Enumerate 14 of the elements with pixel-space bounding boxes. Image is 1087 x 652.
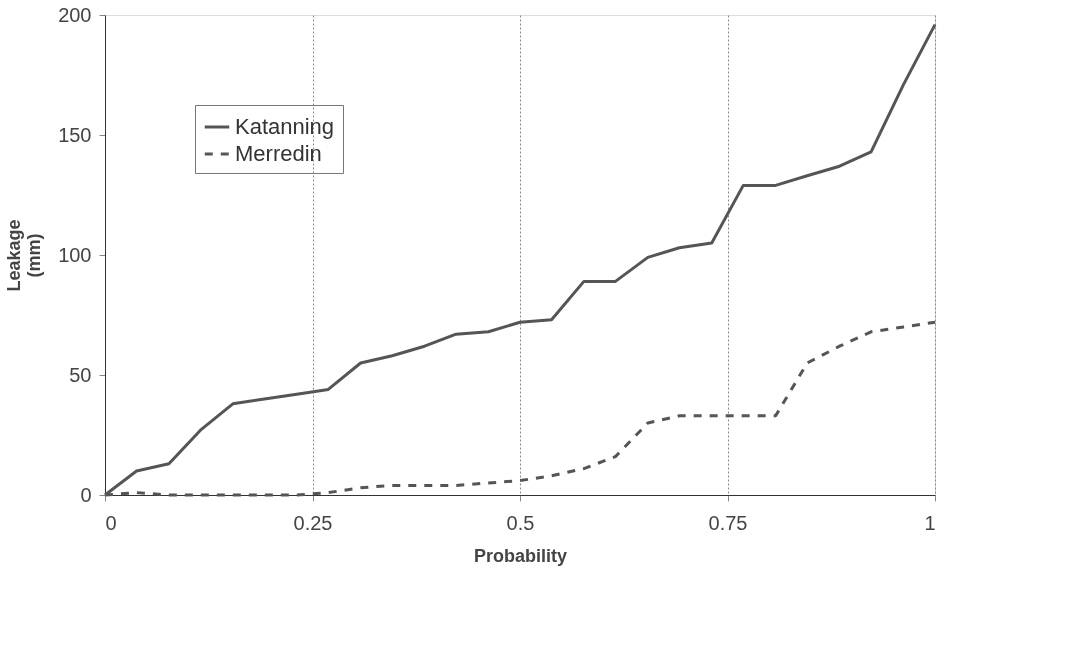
x-tick-label: 0.25 <box>293 511 333 534</box>
y-tick-label: 200 <box>58 3 92 26</box>
x-tick-label: 0 <box>105 511 117 534</box>
y-axis-title: Leakage (mm) <box>4 219 45 292</box>
x-tick-label: 0.5 <box>506 511 535 534</box>
y-tick-label: 100 <box>58 243 92 266</box>
x-tick-label: 1 <box>924 511 936 534</box>
y-tick-label: 150 <box>58 123 92 146</box>
y-tick-label: 0 <box>80 483 92 506</box>
x-tick-label: 0.75 <box>708 511 748 534</box>
legend-label: Merredin <box>235 141 322 166</box>
x-axis-title: Probability <box>473 545 568 566</box>
y-tick-label: 50 <box>69 363 92 386</box>
legend-label: Katanning <box>235 114 335 139</box>
